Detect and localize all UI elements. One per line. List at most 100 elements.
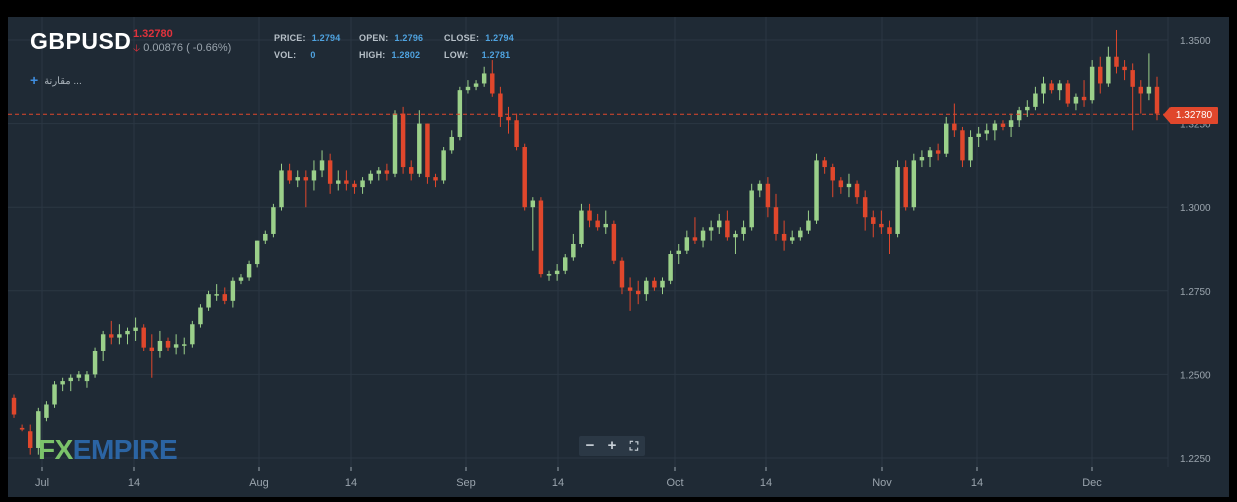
ohlc-price-value: 1.2794 [311, 33, 341, 43]
candle-body [1154, 86, 1160, 114]
candle-body [725, 220, 730, 238]
candle-body [392, 113, 398, 174]
candle-body [700, 230, 706, 241]
candle-body [522, 147, 527, 208]
ohlc-price: PRICE: 1.2794 [274, 33, 340, 43]
candle-body [400, 113, 406, 168]
candle-body [473, 83, 479, 87]
candle-body [109, 334, 114, 338]
candle-body [968, 136, 973, 161]
candle-body [84, 374, 90, 382]
candle-body [149, 347, 155, 351]
candle-body [449, 136, 454, 151]
candle-body [798, 230, 803, 238]
candle-body [279, 170, 284, 208]
candle-body [1073, 96, 1079, 104]
candle-body [1122, 66, 1127, 71]
candle-body [19, 427, 25, 430]
candle-body [903, 167, 908, 208]
candle-body [222, 294, 227, 301]
candle-body [360, 180, 365, 188]
x-tick-label: Sep [456, 477, 476, 489]
candle-body [408, 167, 414, 174]
x-tick-label: Nov [872, 477, 892, 489]
candle-body [579, 210, 584, 244]
y-tick-label: 1.3250 [1180, 120, 1211, 131]
candle-body [68, 377, 73, 382]
candle-body [1000, 123, 1006, 127]
fxempire-logo: FXEMPIRE [38, 434, 178, 465]
candle-body [44, 404, 49, 418]
candle-body [749, 190, 754, 228]
candle-body [125, 330, 130, 335]
candle-body [676, 250, 681, 255]
compare-label: مقارنة ... [44, 76, 82, 87]
zoom-controls: − + ⛶ [579, 436, 645, 456]
x-tick-label: 14 [971, 477, 983, 489]
candle-body [433, 177, 438, 181]
candle-body [1057, 83, 1062, 91]
candle-body [619, 260, 625, 288]
candle-body [871, 217, 876, 224]
candle-body [327, 160, 333, 184]
zoom-in-button[interactable]: + [607, 437, 617, 454]
candle-body [595, 220, 600, 228]
candle-body [944, 123, 949, 154]
candle-body [182, 344, 187, 346]
candle-body [838, 180, 844, 188]
candle-body [976, 133, 981, 137]
candle-body [52, 384, 57, 405]
candle-body [271, 207, 276, 234]
candle-body [854, 183, 860, 198]
candle-body [254, 240, 260, 265]
candle-body [506, 116, 511, 121]
candle-body [11, 397, 17, 415]
candle-body [603, 223, 608, 228]
candle-body [789, 237, 795, 241]
candle-body [457, 90, 463, 137]
candle-body [984, 130, 989, 134]
ohlc-low: LOW: 1.2781 [444, 50, 510, 60]
ohlc-high-value: 1.2802 [391, 50, 421, 60]
candle-body [822, 160, 827, 168]
candle-body [246, 264, 252, 278]
zoom-out-button[interactable]: − [585, 437, 595, 454]
candle-body [441, 150, 446, 181]
candle-body [814, 160, 819, 221]
x-axis-bar [8, 467, 1229, 497]
current-price-tag: 1.32780 [1163, 107, 1218, 124]
candle-body [692, 237, 698, 241]
candle-body [1008, 120, 1014, 127]
fullscreen-button[interactable]: ⛶ [629, 439, 639, 453]
ohlc-vol-label: VOL: [274, 50, 297, 60]
candle-body [862, 197, 868, 218]
y-tick-label: 1.3000 [1180, 203, 1211, 214]
candle-body [708, 227, 714, 231]
candle-body [1065, 83, 1071, 104]
candle-body [587, 210, 592, 221]
y-tick-label: 1.2250 [1180, 454, 1211, 465]
compare-button[interactable]: + مقارنة ... [30, 72, 82, 88]
x-tick-label: Dec [1082, 477, 1102, 489]
candle-body [100, 334, 106, 351]
candle-body [352, 183, 357, 188]
candle-body [611, 223, 617, 261]
candle-body [465, 86, 471, 91]
ohlc-low-value: 1.2781 [481, 50, 511, 60]
chart-area[interactable] [8, 17, 1229, 467]
ohlc-vol-value: 0 [310, 50, 316, 60]
y-tick-label: 1.2750 [1180, 287, 1211, 298]
candle-body [1114, 56, 1119, 67]
ohlc-open: OPEN: 1.2796 [359, 33, 423, 43]
candle-body [498, 93, 503, 117]
candle-body [173, 344, 179, 348]
candle-body [1049, 83, 1054, 91]
candle-body [879, 223, 884, 228]
candle-body [644, 280, 649, 295]
candle-body [895, 167, 900, 234]
candle-body [935, 150, 941, 154]
candle-body [765, 183, 771, 208]
candle-body [1130, 70, 1135, 87]
